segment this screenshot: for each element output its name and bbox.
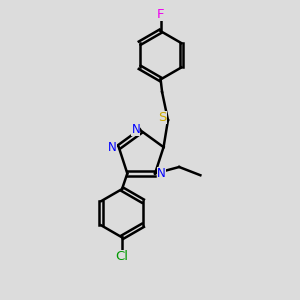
- Text: S: S: [158, 111, 167, 124]
- Text: N: N: [108, 141, 117, 154]
- Text: N: N: [157, 167, 166, 180]
- Text: F: F: [157, 8, 164, 20]
- Text: Cl: Cl: [116, 250, 128, 263]
- Text: N: N: [131, 123, 140, 136]
